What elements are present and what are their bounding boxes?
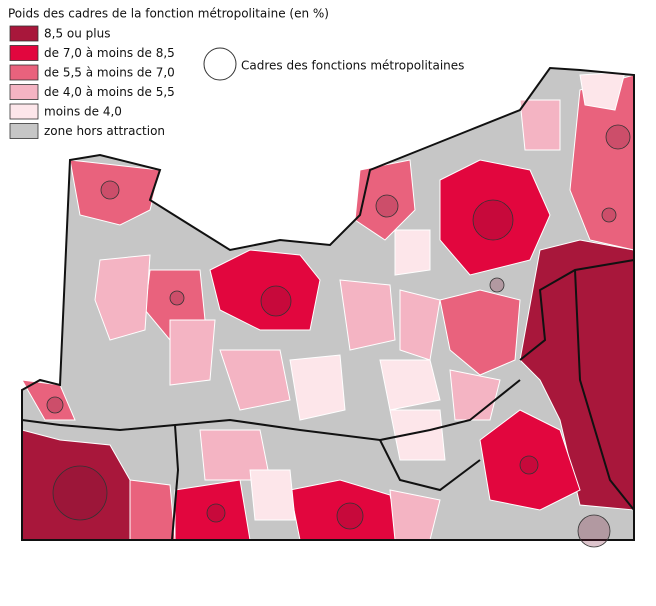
region [439,289,521,376]
proportional-circle [206,503,226,523]
proportional-circle [46,396,64,414]
legend-label: de 4,0 à moins de 5,5 [44,85,175,99]
region [389,409,446,461]
region [129,479,176,541]
legend-swatch [9,123,39,139]
region [479,409,581,511]
department-border [519,259,635,361]
region [339,279,396,351]
region [449,369,501,421]
region [439,159,551,276]
region [379,359,441,411]
region [219,349,291,411]
legend-swatch [9,103,39,120]
proportional-circle [100,180,120,200]
department-border [379,439,481,492]
region [354,159,416,241]
proportional-circle [472,199,514,241]
proportional-circle [169,290,185,306]
region [569,74,635,251]
legend: 8,5 ou plus de 7,0 à moins de 8,5 de 5,5 à… [9,25,175,139]
proportional-circle [601,207,617,223]
region [69,159,161,226]
legend-label: de 7,0 à moins de 8,5 [44,46,175,60]
proportional-circle [489,277,505,293]
map [21,66,635,548]
circle-legend-label: Cadres des fonctions métropolitaines [241,59,464,73]
legend-label: de 5,5 à moins de 7,0 [44,66,175,80]
legend-label: moins de 4,0 [44,105,122,119]
proportional-circle [519,455,539,475]
proportional-circle [52,465,108,521]
region [519,99,561,151]
legend-label: zone hors attraction [44,124,165,138]
region [209,249,321,331]
department-border [574,269,635,511]
region [394,229,431,276]
legend-swatch [9,25,39,42]
proportional-circle [336,502,364,530]
region [169,319,216,386]
map-title: Poids des cadres de la fonction métropol… [8,7,329,21]
department-border [21,379,521,442]
legend-swatch [9,45,39,61]
proportional-circle [605,124,631,150]
region [289,354,346,421]
region [94,254,151,341]
department-border [171,424,180,541]
circle-legend-symbol [203,47,237,81]
region-outline [21,66,635,541]
proportional-circle [260,285,292,317]
region [249,469,296,521]
legend-swatch [9,64,39,81]
proportional-circle [577,514,611,548]
legend-swatch [9,84,39,100]
legend-label: 8,5 ou plus [44,27,110,41]
proportional-circle [375,194,399,218]
